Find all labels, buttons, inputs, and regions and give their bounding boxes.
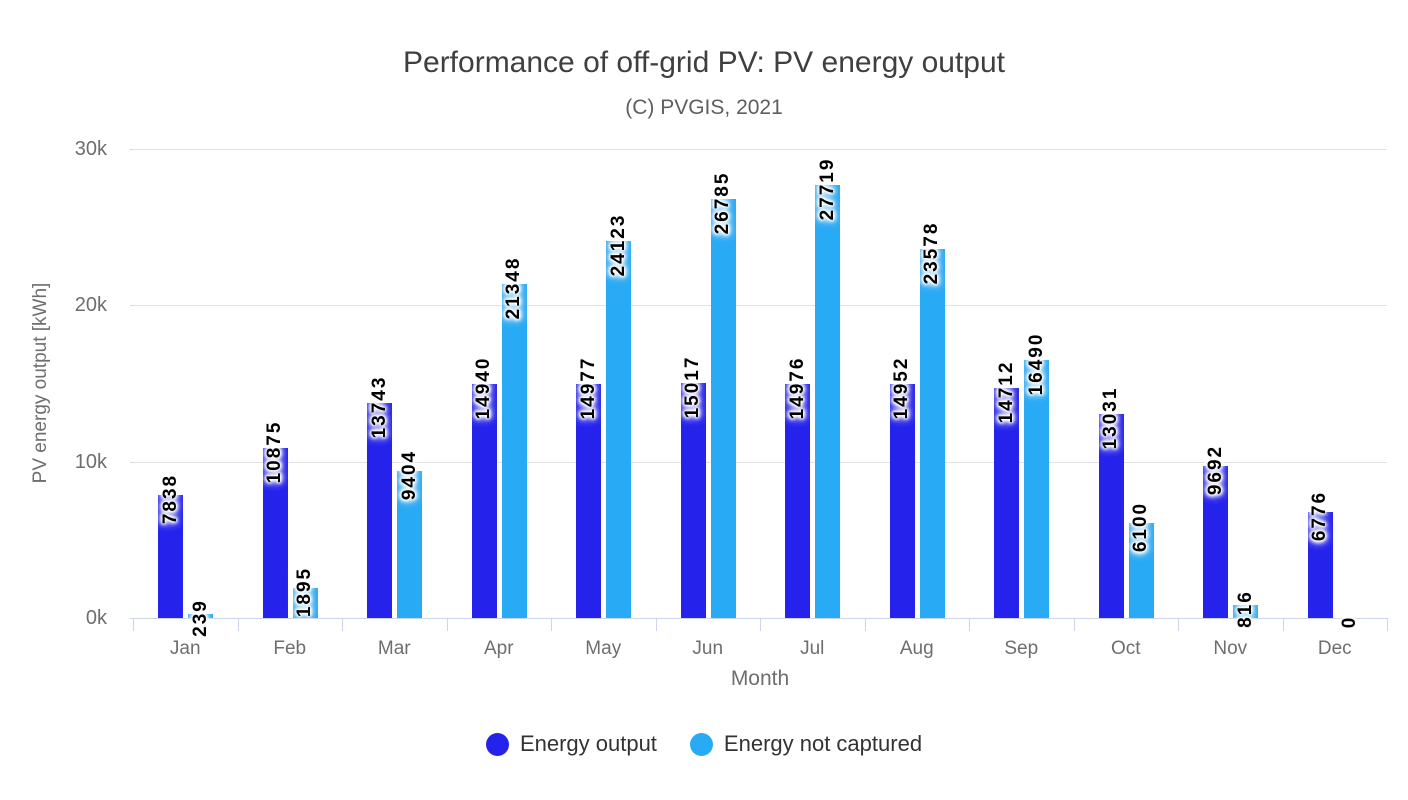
bar-label-sep-energy-not-captured: 16490 — [1025, 332, 1047, 396]
bar-label-feb-energy-not-captured: 1895 — [294, 566, 316, 618]
y-tick-label-30k: 30k — [74, 138, 107, 160]
x-tick-label-jul: Jul — [800, 638, 825, 659]
x-axis-tick-9 — [1073, 618, 1075, 631]
x-axis-tick-8 — [969, 618, 970, 631]
x-tick-label-apr: Apr — [483, 638, 514, 659]
x-tick-label-jan: Jan — [169, 638, 201, 659]
bar-apr-energy-output[interactable] — [471, 384, 497, 618]
energy-output-swatch-icon — [485, 732, 509, 756]
x-axis-tick-3 — [446, 618, 448, 631]
x-tick-label-dec: Dec — [1317, 638, 1352, 659]
bar-label-oct-energy-output: 13031 — [1100, 386, 1122, 450]
plot-area: 7838 10875 13743 14940 14977 15017 14976 14952 1… — [133, 149, 1387, 637]
bar-sep-energy-not-captured[interactable] — [1024, 360, 1050, 618]
gridline-20k — [133, 305, 1387, 307]
x-tick-label-may: May — [585, 638, 622, 659]
bar-aug-energy-not-captured[interactable] — [919, 249, 945, 618]
bar-aug-energy-output[interactable] — [889, 384, 915, 618]
bar-label-jan-energy-output: 7838 — [159, 473, 181, 525]
legend-item-energy-output[interactable]: Energy output — [485, 731, 657, 757]
bar-label-feb-energy-output: 10875 — [264, 420, 286, 484]
bar-label-apr-energy-output: 14940 — [473, 356, 495, 420]
x-axis-tick-4 — [551, 618, 552, 631]
chart-subtitle: (C) PVGIS, 2021 — [625, 96, 783, 119]
energy-not-captured-swatch-icon — [689, 732, 713, 756]
x-tick-label-feb: Feb — [273, 638, 307, 659]
bar-label-mar-energy-not-captured: 9404 — [398, 449, 420, 501]
bar-nov-energy-not-captured[interactable] — [1233, 605, 1259, 618]
legend-label-energy-output: Energy output — [519, 731, 657, 756]
x-axis-line — [133, 618, 1388, 619]
x-axis-tick-0 — [133, 618, 134, 631]
bar-mar-energy-output[interactable] — [367, 403, 393, 618]
x-axis-tick-1 — [237, 618, 239, 631]
y-tick-label-20k: 20k — [74, 294, 107, 317]
bar-jul-energy-not-captured[interactable] — [815, 185, 841, 618]
x-axis-tick-6 — [760, 618, 761, 631]
bar-label-jul-energy-output: 14976 — [786, 356, 808, 420]
x-tick-label-oct: Oct — [1110, 638, 1141, 659]
bar-jul-energy-output[interactable] — [785, 384, 811, 618]
bar-feb-energy-output[interactable] — [262, 448, 288, 618]
x-axis-tick-7 — [864, 618, 866, 631]
bar-label-oct-energy-not-captured: 6100 — [1130, 501, 1152, 553]
bar-mar-energy-not-captured[interactable] — [397, 471, 423, 618]
bar-label-jul-energy-not-captured: 27719 — [816, 157, 838, 221]
gridline-10k — [133, 461, 1387, 463]
bar-feb-energy-not-captured[interactable] — [292, 588, 318, 618]
bar-dec-energy-output[interactable] — [1307, 512, 1333, 618]
legend: Energy output Energy not captured — [0, 731, 1408, 757]
gridline-30k — [133, 149, 1387, 150]
y-tick-label-0k: 0k — [85, 607, 107, 629]
bar-may-energy-output[interactable] — [576, 384, 602, 618]
x-tick-label-nov: Nov — [1213, 638, 1248, 659]
bar-label-sep-energy-output: 14712 — [995, 360, 1017, 424]
bar-nov-energy-output[interactable] — [1203, 466, 1229, 618]
bar-apr-energy-not-captured[interactable] — [501, 284, 527, 618]
bar-label-jun-energy-not-captured: 26785 — [712, 171, 734, 235]
bar-label-may-energy-not-captured: 24123 — [607, 213, 629, 277]
x-tick-label-jun: Jun — [692, 638, 724, 659]
x-axis-tick-12 — [1387, 618, 1388, 631]
bar-may-energy-not-captured[interactable] — [606, 241, 632, 618]
bar-label-aug-energy-output: 14952 — [891, 356, 913, 420]
x-tick-label-mar: Mar — [377, 638, 411, 659]
bar-label-apr-energy-not-captured: 21348 — [503, 256, 525, 320]
bar-label-nov-energy-not-captured: 816 — [1234, 590, 1256, 628]
legend-item-energy-not-captured[interactable]: Energy not captured — [689, 731, 923, 757]
x-tick-label-sep: Sep — [1004, 638, 1039, 659]
bar-jun-energy-output[interactable] — [680, 383, 706, 618]
x-axis-title: Month — [730, 667, 790, 690]
legend-label-energy-not-captured: Energy not captured — [723, 731, 923, 756]
x-axis-tick-2 — [342, 618, 343, 631]
bar-label-nov-energy-output: 9692 — [1204, 444, 1226, 496]
x-axis-tick-11 — [1282, 618, 1284, 631]
bar-label-jan-energy-not-captured: 239 — [189, 599, 211, 637]
chart-title: Performance of off-grid PV: PV energy ou… — [403, 46, 1005, 79]
bar-oct-energy-not-captured[interactable] — [1128, 523, 1154, 618]
bar-label-aug-energy-not-captured: 23578 — [921, 221, 943, 285]
bar-label-dec-energy-output: 6776 — [1309, 490, 1331, 542]
y-tick-label-10k: 10k — [74, 450, 107, 473]
bar-jun-energy-not-captured[interactable] — [710, 199, 736, 618]
bar-label-dec-energy-not-captured: 0 — [1339, 615, 1361, 629]
bar-label-mar-energy-output: 13743 — [368, 375, 390, 439]
x-axis-tick-10 — [1178, 618, 1179, 631]
bar-label-may-energy-output: 14977 — [577, 356, 599, 420]
x-axis-tick-5 — [655, 618, 657, 631]
bar-label-jun-energy-output: 15017 — [682, 355, 704, 419]
x-tick-label-aug: Aug — [899, 638, 934, 659]
bar-oct-energy-output[interactable] — [1098, 414, 1124, 618]
bar-jan-energy-output[interactable] — [158, 495, 184, 618]
bar-sep-energy-output[interactable] — [994, 388, 1020, 618]
bar-jan-energy-not-captured[interactable] — [188, 614, 214, 618]
